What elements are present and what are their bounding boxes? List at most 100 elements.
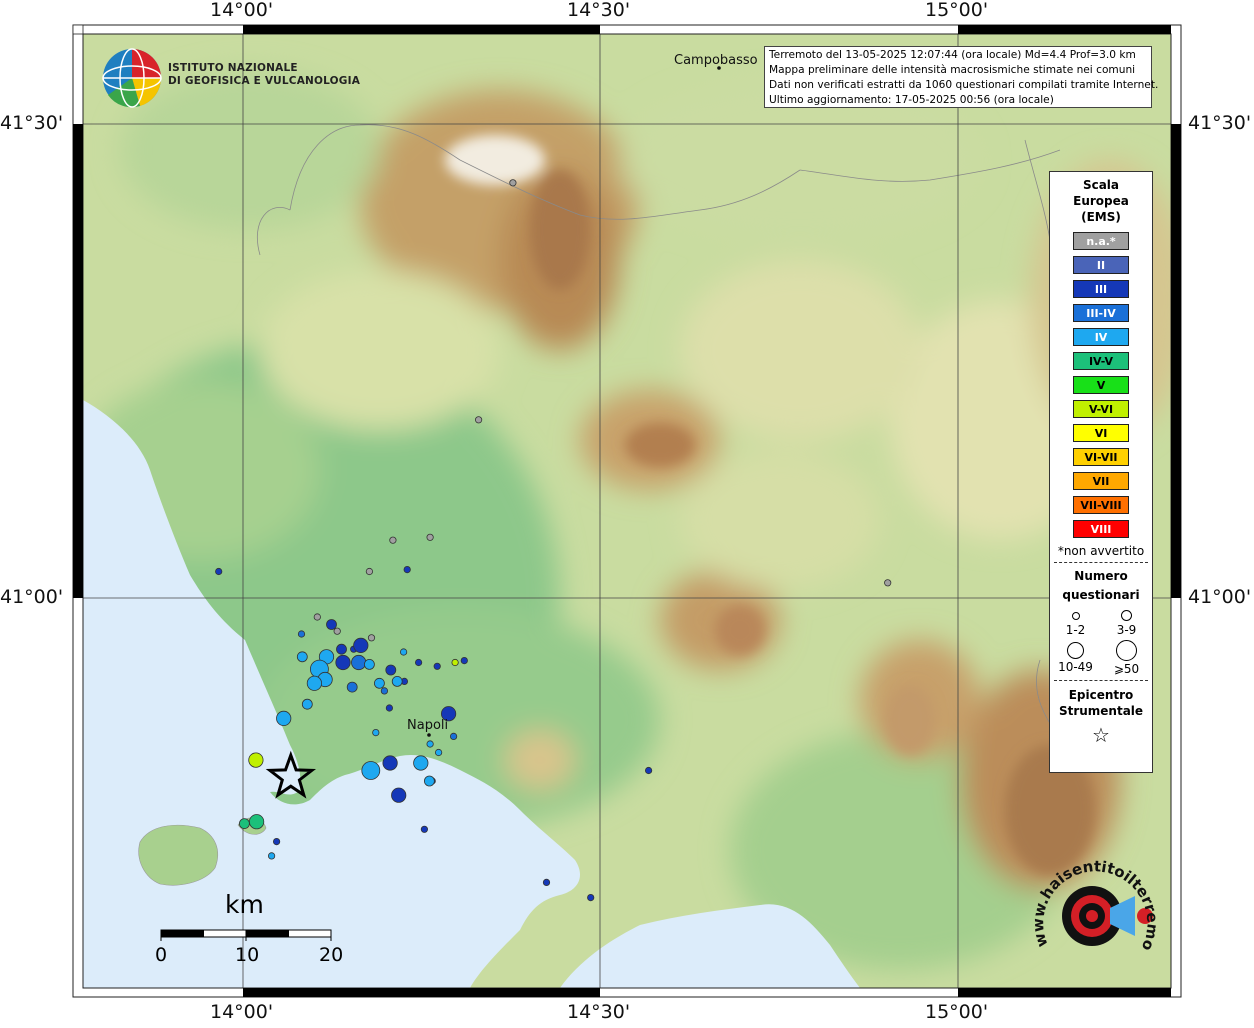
legend-swatch: III-IV — [1073, 304, 1129, 322]
intensity-point — [423, 775, 435, 787]
info-line-2: Mappa preliminare delle intensità macros… — [769, 64, 1136, 76]
place-label-napoli: Napoli — [407, 718, 449, 733]
intensity-point — [403, 565, 411, 574]
intensity-point — [372, 728, 380, 737]
intensity-point — [460, 656, 468, 665]
legend-swatch: VII — [1073, 472, 1129, 490]
place-label-campobasso: Campobasso — [674, 53, 758, 68]
intensity-point — [426, 740, 434, 748]
institute-line-1: ISTITUTO NAZIONALE — [168, 62, 298, 74]
intensity-point — [296, 651, 308, 663]
legend-swatch: II — [1073, 256, 1129, 274]
legend-item: VIII — [1050, 517, 1152, 541]
intensity-point — [363, 659, 375, 670]
legend-item: IV — [1050, 325, 1152, 349]
intensity-point — [346, 681, 358, 693]
intensity-point — [248, 752, 264, 768]
intensity-points — [215, 179, 892, 902]
intensity-point — [391, 787, 407, 803]
intensity-point — [215, 567, 223, 576]
intensity-point — [434, 748, 443, 757]
count-size-3: 10-49 — [1050, 639, 1101, 676]
legend-swatch: V — [1073, 376, 1129, 394]
legend-swatch: VII-VIII — [1073, 496, 1129, 514]
legend-title-line-1: Scala — [1082, 178, 1120, 192]
intensity-point — [373, 677, 385, 689]
intensity-point — [587, 893, 595, 902]
legend-divider — [1054, 562, 1148, 563]
legend-item: II — [1050, 253, 1152, 277]
ischia-island — [138, 824, 219, 886]
svg-text:www.haisentitoilterremoto.it: www.haisentitoilterremoto.it — [1030, 855, 1160, 954]
legend-item: III-IV — [1050, 301, 1152, 325]
intensity-point — [249, 814, 265, 830]
legend-title-line-3: (EMS) — [1081, 210, 1121, 224]
epicenter-star-icon — [265, 750, 317, 799]
info-line-4: Ultimo aggiornamento: 17-05-2025 00:56 (… — [769, 94, 1054, 106]
intensity-point — [426, 533, 434, 541]
info-line-3: Dati non verificati estratti da 1060 que… — [769, 79, 1159, 91]
size-ring-large-icon — [1067, 642, 1084, 659]
lon-tick-bottom-3: 15°00' — [925, 1001, 989, 1023]
brand-text: www.haisentitoilterremoto.it — [1030, 855, 1160, 954]
haisentito-logo-icon — [1062, 886, 1153, 946]
intensity-point — [297, 630, 306, 638]
lon-tick-top-3: 15°00' — [925, 0, 989, 21]
lat-tick-right-2: 41°00' — [1188, 586, 1252, 608]
intensity-point — [413, 755, 429, 771]
legend-divider-2 — [1054, 680, 1148, 681]
intensity-point — [474, 416, 483, 424]
scale-label-0: 0 — [155, 944, 168, 966]
intensity-point — [440, 706, 457, 722]
ingv-logo-icon — [102, 48, 162, 108]
legend-swatch: V-VI — [1073, 400, 1129, 418]
intensity-point — [272, 837, 281, 846]
count-label-3: 10-49 — [1058, 660, 1093, 674]
intensity-point — [414, 658, 423, 667]
campobasso-marker — [717, 66, 721, 70]
intensity-point — [326, 619, 337, 630]
intensity-point — [380, 687, 388, 695]
legend-item: VI — [1050, 421, 1152, 445]
count-size-key: 1-2 3-9 10-49 ⩾50 — [1050, 609, 1152, 676]
legend-swatch: VI — [1073, 424, 1129, 442]
count-label-4: ⩾50 — [1113, 662, 1140, 676]
intensity-point — [449, 732, 458, 741]
lon-tick-top-2: 14°30' — [567, 0, 631, 21]
brand-ring-text: www.haisentitoilterremoto.it — [1030, 855, 1160, 954]
legend-item: V-VI — [1050, 397, 1152, 421]
intensity-point — [382, 755, 398, 771]
intensity-point — [644, 766, 653, 775]
size-ring-small-icon — [1071, 612, 1080, 620]
scale-bar — [160, 929, 332, 941]
intensity-point — [336, 643, 347, 655]
intensity-point — [451, 658, 459, 667]
intensity-point — [351, 654, 367, 671]
legend-title-line-2: Europea — [1073, 194, 1129, 208]
legend-swatch: IV — [1073, 328, 1129, 346]
intensity-point — [391, 676, 403, 687]
legend-item: III — [1050, 277, 1152, 301]
intensity-point — [385, 704, 393, 712]
institute-line-2: DI GEOFISICA E VULCANOLOGIA — [168, 75, 361, 87]
count-label-1: 1-2 — [1065, 623, 1086, 637]
count-size-2: 3-9 — [1101, 609, 1152, 637]
intensity-point — [433, 662, 441, 670]
intensity-point — [353, 637, 369, 654]
legend-item: n.a.* — [1050, 229, 1152, 253]
intensity-point — [333, 627, 341, 635]
legend-item: V — [1050, 373, 1152, 397]
intensity-point — [367, 634, 376, 642]
legend-swatch: III — [1073, 280, 1129, 298]
epicenter-star — [265, 750, 317, 799]
lat-tick-right-1: 41°30' — [1188, 112, 1252, 134]
size-ring-xlarge-icon — [1116, 640, 1137, 661]
intensity-point — [509, 179, 517, 187]
epicenter-title: Epicentro Strumentale — [1050, 687, 1152, 719]
intensity-point — [313, 613, 321, 621]
intensity-point — [276, 710, 292, 727]
legend-star-icon: ☆ — [1092, 723, 1110, 747]
legend-item: VI-VII — [1050, 445, 1152, 469]
